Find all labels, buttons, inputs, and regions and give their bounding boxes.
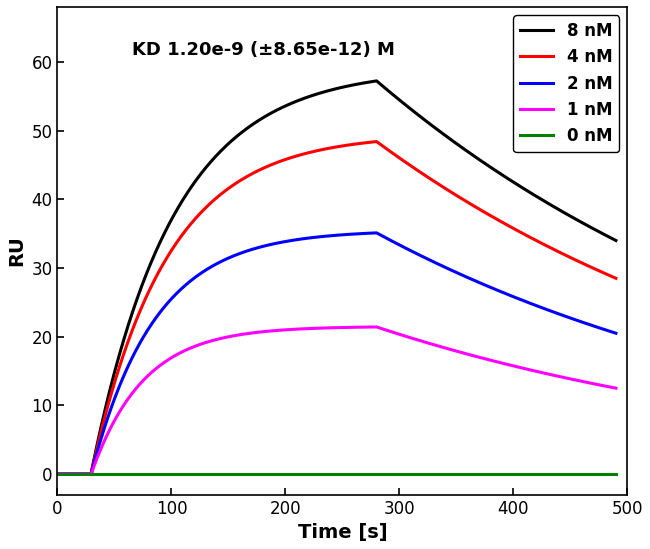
8 nM	[612, 237, 620, 244]
1 nM	[425, 340, 433, 346]
1 nM	[53, 470, 61, 477]
4 nM	[333, 143, 341, 150]
2 nM	[333, 232, 341, 238]
8 nM	[425, 120, 433, 126]
1 nM	[333, 324, 341, 331]
Legend: 8 nM, 4 nM, 2 nM, 1 nM, 0 nM: 8 nM, 4 nM, 2 nM, 1 nM, 0 nM	[514, 15, 619, 152]
Text: KD 1.20e-9 (±8.65e-12) M: KD 1.20e-9 (±8.65e-12) M	[131, 41, 395, 59]
4 nM	[216, 192, 224, 198]
2 nM	[389, 238, 396, 245]
4 nM	[425, 175, 433, 181]
Line: 4 nM: 4 nM	[57, 142, 616, 474]
Line: 1 nM: 1 nM	[57, 327, 616, 474]
8 nM	[171, 210, 179, 216]
2 nM	[372, 229, 380, 236]
Line: 8 nM: 8 nM	[57, 81, 616, 474]
8 nM	[389, 91, 396, 98]
2 nM	[574, 317, 582, 324]
2 nM	[216, 259, 224, 265]
1 nM	[171, 352, 179, 359]
4 nM	[372, 138, 380, 145]
4 nM	[574, 258, 582, 265]
1 nM	[372, 324, 380, 330]
8 nM	[372, 77, 380, 84]
8 nM	[53, 470, 61, 477]
4 nM	[171, 242, 179, 248]
2 nM	[171, 292, 179, 298]
4 nM	[389, 150, 396, 156]
1 nM	[612, 385, 620, 391]
8 nM	[216, 148, 224, 155]
2 nM	[53, 470, 61, 477]
Line: 2 nM: 2 nM	[57, 233, 616, 474]
8 nM	[333, 85, 341, 92]
4 nM	[53, 470, 61, 477]
8 nM	[574, 217, 582, 223]
Y-axis label: RU: RU	[7, 236, 26, 266]
2 nM	[612, 330, 620, 337]
X-axis label: Time [s]: Time [s]	[298, 523, 387, 542]
1 nM	[389, 329, 396, 335]
1 nM	[216, 335, 224, 342]
2 nM	[425, 256, 433, 263]
1 nM	[574, 377, 582, 384]
4 nM	[612, 275, 620, 282]
